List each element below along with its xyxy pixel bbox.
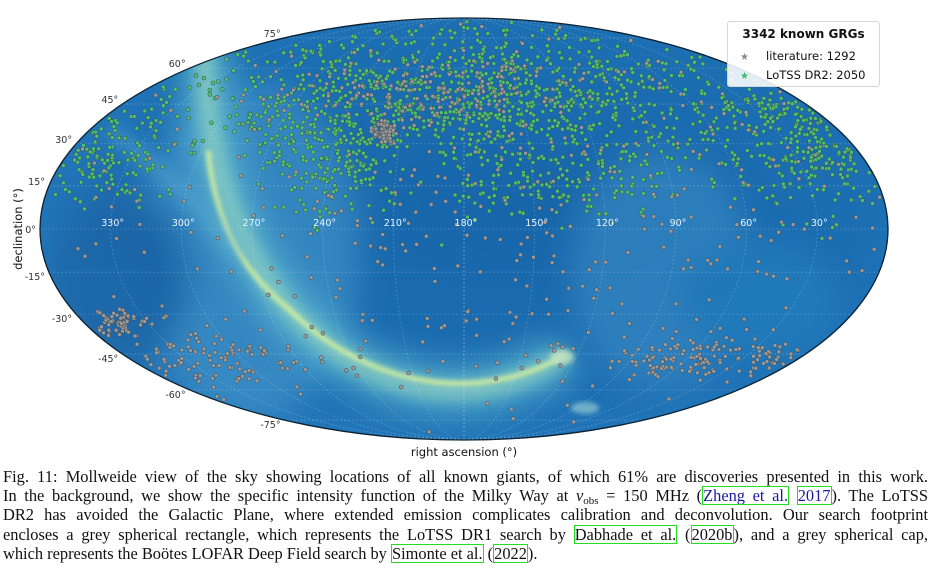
star-icon: ★ [740, 52, 749, 63]
math-subscript: obs [583, 495, 599, 508]
caption-text: In the background, we show the specific … [3, 486, 576, 506]
legend: 3342 known GRGs ★ literature: 1292 ★ LoTSS… [727, 21, 880, 87]
dec-tick-label: 75° [264, 29, 281, 40]
legend-title: 3342 known GRGs [742, 27, 865, 41]
citation-link[interactable]: 2017 [796, 486, 832, 506]
ra-tick-labels: 330° 300° 270° 240° 210° 180° 150° 120° 90° 60° 30… [101, 218, 827, 229]
mollweide-sky-figure: 330° 300° 270° 240° 210° 180° 150° 120° 90° 60° 30… [11, 17, 889, 459]
caption-text: Fig. 11: Mollweide view of the sky showi… [3, 467, 928, 486]
ra-tick-label: 180° [455, 218, 478, 229]
caption-text: ). The LoTSS [831, 486, 929, 506]
caption-line: DR2 has avoided the Galactic Plane, wher… [3, 505, 928, 524]
y-axis-title: declination (°) [11, 188, 25, 270]
dec-tick-label: 0° [25, 225, 36, 236]
caption-line: Fig. 11: Mollweide view of the sky showi… [3, 467, 928, 486]
math-symbol: ν [575, 486, 584, 506]
ra-tick-label: 270° [243, 218, 266, 229]
x-axis-title: right ascension (°) [411, 445, 517, 459]
dec-tick-label: 60° [169, 59, 186, 70]
dec-tick-label: -60° [165, 390, 185, 401]
caption-text: ( [677, 524, 691, 544]
caption-line: encloses a grey spherical rectangle, whi… [3, 524, 929, 544]
dec-tick-label: 15° [28, 177, 45, 188]
caption-text: which represents the Boötes LOFAR Deep F… [3, 543, 391, 563]
ra-tick-label: 30° [811, 218, 828, 229]
ra-tick-label: 330° [101, 218, 124, 229]
dec-tick-label: 30° [55, 135, 72, 146]
star-icon: ★ [740, 71, 749, 82]
citation-link[interactable]: Zheng et al. [702, 486, 790, 506]
ra-tick-label: 240° [313, 218, 336, 229]
caption-text: DR2 has avoided the Galactic Plane, wher… [3, 505, 928, 525]
dec-tick-label: -30° [52, 314, 72, 325]
citation-link[interactable]: 2020b [690, 524, 734, 544]
citation-link[interactable]: Dabhade et al. [573, 524, 678, 544]
ra-tick-label: 60° [740, 218, 757, 229]
dec-tick-label: -15° [25, 272, 45, 283]
figure-caption: Fig. 11: Mollweide view of the sky showi… [3, 467, 928, 563]
caption-text: ), and a grey spherical cap, [733, 524, 929, 544]
grg-points [53, 19, 882, 435]
caption-text: encloses a grey spherical rectangle, whi… [3, 524, 574, 544]
dec-tick-labels: 75° 60° 45° 30° 15° 0° -15° -30° -45° -60° -75° [25, 29, 281, 431]
caption-text: = 150 MHz ( [598, 486, 703, 506]
ra-tick-label: 150° [525, 218, 548, 229]
ra-tick-label: 90° [670, 218, 687, 229]
caption-text: ). [527, 543, 538, 563]
legend-item-literature: ★ literature: 1292 [740, 49, 856, 63]
caption-line: In the background, we show the specific … [3, 486, 929, 508]
dec-tick-label: -75° [260, 420, 280, 431]
dec-tick-label: 45° [101, 95, 118, 106]
caption-text: ( [483, 543, 494, 563]
ra-tick-label: 120° [596, 218, 619, 229]
sky-map-plot: 330° 300° 270° 240° 210° 180° 150° 120° 90° 60° 30… [11, 17, 889, 459]
dec-tick-label: -45° [98, 354, 118, 365]
legend-item-lotss-dr2: ★ LoTSS DR2: 2050 [740, 68, 865, 82]
legend-label: LoTSS DR2: 2050 [766, 68, 866, 82]
citation-link[interactable]: 2022 [493, 543, 528, 563]
caption-line: which represents the Boötes LOFAR Deep F… [3, 543, 928, 563]
citation-link[interactable]: Simonte et al. [390, 543, 484, 563]
ra-tick-label: 300° [172, 218, 195, 229]
ra-tick-label: 210° [384, 218, 407, 229]
caption-text [789, 486, 797, 505]
legend-label: literature: 1292 [766, 49, 856, 63]
sky-background [40, 18, 888, 440]
projection-outline [39, 17, 889, 441]
